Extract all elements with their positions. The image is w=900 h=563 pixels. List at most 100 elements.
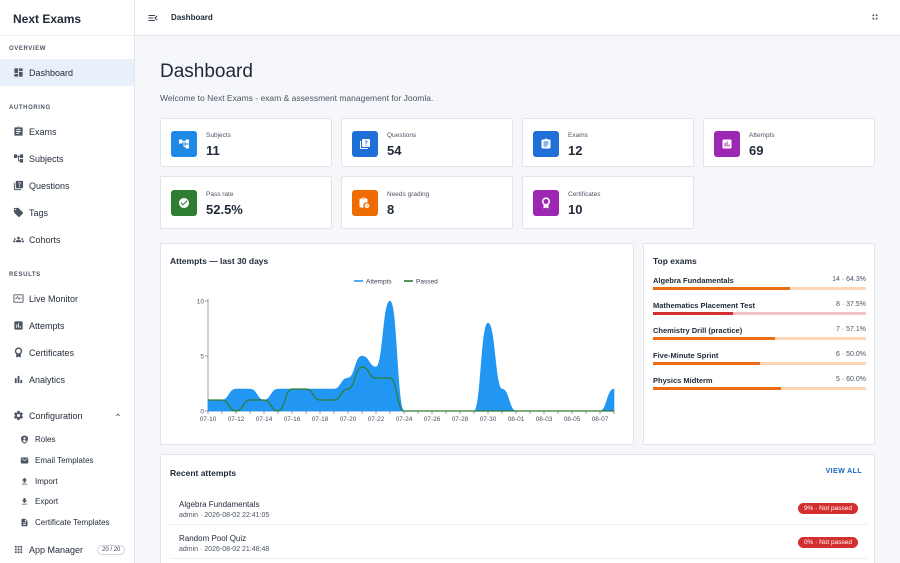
x-tick-label: 08-05 [564, 416, 581, 423]
download-icon [20, 497, 29, 506]
top-exam-stat: 6 · 50.0% [836, 351, 866, 358]
top-exam-row[interactable]: Five-Minute Sprint 6 · 50.0% [653, 351, 866, 376]
group-icon [13, 234, 24, 245]
stat-card-certificates[interactable]: Certificates 10 [522, 176, 694, 229]
x-tick-label: 08-01 [508, 416, 525, 423]
x-tick-label: 07-20 [340, 416, 357, 423]
attempt-meta: admin · 2026-08-02 21:48:48 [179, 546, 270, 553]
top-exam-pass-fill [653, 312, 733, 315]
shield-icon [20, 434, 29, 444]
recent-attempt-row[interactable]: Random Pool Quiz admin · 2026-08-02 21:48… [170, 526, 867, 559]
stat-card-exams[interactable]: Exams 12 [522, 118, 694, 167]
y-tick-label: 0 [200, 409, 204, 416]
view-all-link[interactable]: VIEW ALL [825, 468, 862, 475]
sidebar-item-certificate-templates[interactable]: Certificate Templates [0, 512, 134, 532]
top-exam-pass-bar [653, 287, 866, 290]
hierarchy-icon [13, 153, 24, 164]
top-exam-name: Mathematics Placement Test [653, 301, 755, 310]
recent-attempts-panel: Recent attempts VIEW ALL Algebra Fundame… [160, 454, 875, 563]
x-tick-label: 07-22 [368, 416, 385, 423]
sidebar-item-import[interactable]: Import [0, 471, 134, 491]
fullscreen-exit-icon[interactable] [870, 12, 880, 22]
top-exam-name: Five-Minute Sprint [653, 351, 719, 360]
top-exam-stat: 5 · 60.0% [836, 376, 866, 383]
x-tick-label: 07-14 [256, 416, 273, 423]
sidebar-item-roles[interactable]: Roles [0, 429, 134, 449]
top-exam-name: Algebra Fundamentals [653, 276, 734, 285]
sidebar-item-export[interactable]: Export [0, 491, 134, 511]
recent-attempt-row[interactable]: Algebra Fundamentals admin · 2026-08-02 2… [170, 492, 867, 525]
sidebar-item-cohorts[interactable]: Cohorts [0, 226, 134, 253]
award-icon [542, 197, 550, 209]
attempt-exam-name: Algebra Fundamentals [179, 500, 260, 509]
sidebar-item-analytics[interactable]: Analytics [0, 366, 134, 393]
bar-chart-icon [722, 139, 732, 149]
monitor-pulse-icon [13, 293, 24, 304]
stat-card-pass-rate[interactable]: Pass rate 52.5% [160, 176, 332, 229]
stat-tile [171, 131, 197, 157]
series-passed-line [207, 366, 614, 412]
sidebar-item-dashboard[interactable]: Dashboard [0, 59, 134, 86]
stat-tile [533, 190, 559, 216]
x-tick-label: 07-24 [396, 416, 413, 423]
status-badge: 0% · Not passed [797, 537, 858, 548]
topbar-title: Dashboard [171, 13, 213, 22]
bar-chart-icon [13, 320, 24, 331]
top-exams-panel: Top exams Algebra Fundamentals 14 · 64.3%… [643, 243, 875, 445]
analytics-icon [13, 374, 24, 385]
topbar: Dashboard [135, 0, 900, 36]
section-overview: OVERVIEW [9, 46, 47, 52]
top-exam-row[interactable]: Algebra Fundamentals 14 · 64.3% [653, 276, 866, 301]
question-book-icon [360, 139, 370, 149]
clipboard-icon [13, 126, 24, 137]
sidebar-item-exams[interactable]: Exams [0, 118, 134, 145]
dashboard-icon [13, 67, 24, 78]
document-icon [20, 518, 29, 527]
stat-tile [171, 190, 197, 216]
stat-card-questions[interactable]: Questions 54 [341, 118, 513, 167]
x-tick-label: 08-03 [536, 416, 553, 423]
top-exams-title: Top exams [653, 256, 697, 266]
section-results: RESULTS [9, 272, 41, 278]
sidebar-item-tags[interactable]: Tags [0, 199, 134, 226]
top-exam-pass-bar [653, 387, 866, 390]
clipboard-clock-icon [359, 197, 370, 208]
clipboard-icon [541, 138, 551, 149]
tag-icon [13, 207, 24, 218]
top-exam-row[interactable]: Mathematics Placement Test 8 · 37.5% [653, 301, 866, 326]
sidebar-item-certificates[interactable]: Certificates [0, 339, 134, 366]
top-exam-pass-fill [653, 362, 760, 365]
top-exam-pass-bar [653, 312, 866, 315]
stat-card-attempts[interactable]: Attempts 69 [703, 118, 875, 167]
top-exam-pass-fill [653, 287, 790, 290]
x-tick-label: 07-12 [228, 416, 245, 423]
sidebar-item-live-monitor[interactable]: Live Monitor [0, 285, 134, 312]
page-title: Dashboard [160, 61, 253, 82]
y-tick-label: 5 [200, 354, 204, 361]
stat-card-subjects[interactable]: Subjects 11 [160, 118, 332, 167]
question-book-icon [13, 180, 24, 191]
chevron-up-icon[interactable] [114, 411, 122, 419]
top-exam-row[interactable]: Chemistry Drill (practice) 7 · 57.1% [653, 326, 866, 351]
sidebar-item-subjects[interactable]: Subjects [0, 145, 134, 172]
top-exam-row[interactable]: Physics Midterm 5 · 60.0% [653, 376, 866, 401]
top-exam-name: Physics Midterm [653, 376, 713, 385]
x-tick-label: 07-28 [452, 416, 469, 423]
sidebar-item-configuration[interactable]: Configuration [0, 402, 134, 429]
sidebar-item-app-manager[interactable]: App Manager 20 / 20 [0, 536, 134, 563]
upload-icon [20, 477, 29, 486]
stat-card-needs-grading[interactable]: Needs grading 8 [341, 176, 513, 229]
welcome-text: Welcome to Next Exams - exam & assessmen… [160, 93, 434, 103]
stat-tile [533, 131, 559, 157]
stat-tile [352, 190, 378, 216]
sidebar-item-attempts[interactable]: Attempts [0, 312, 134, 339]
email-icon [20, 456, 29, 465]
stat-tile [352, 131, 378, 157]
attempts-chart: 0 5 10 07-10 07-12 07-14 07-16 07-18 07-20 07-22 0… [197, 278, 615, 423]
menu-collapse-icon[interactable] [147, 12, 159, 24]
sidebar-item-email-templates[interactable]: Email Templates [0, 450, 134, 470]
sidebar-item-questions[interactable]: Questions [0, 172, 134, 199]
legend-label-passed: Passed [416, 278, 438, 285]
x-tick-label: 08-07 [592, 416, 609, 423]
attempts-chart-panel: Attempts — last 30 days 0 5 10 07-10 07-12 07… [160, 243, 634, 445]
